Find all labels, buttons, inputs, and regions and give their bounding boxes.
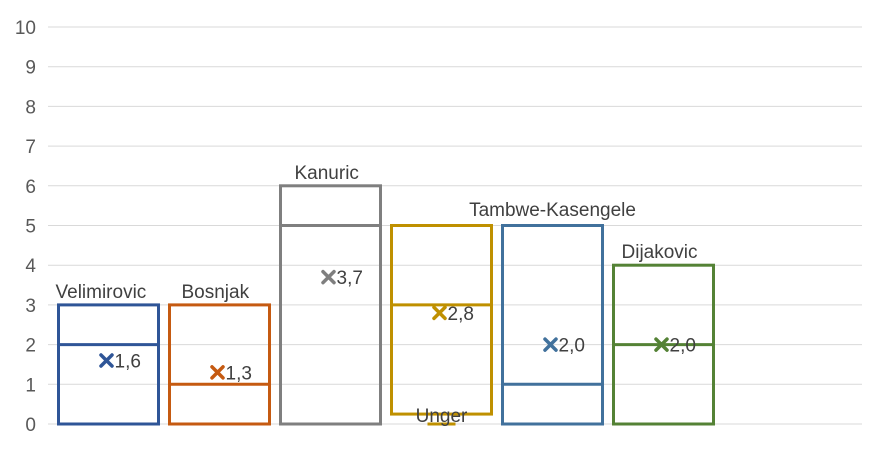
y-tick-label: 1 (25, 375, 36, 396)
category-label: Unger (416, 406, 468, 427)
box-unger: 2,8 (390, 224, 493, 426)
mean-label: 1,3 (226, 363, 252, 384)
category-label: Kanuric (295, 163, 359, 184)
mean-marker (654, 337, 669, 352)
mean-label: 2,8 (448, 304, 474, 325)
box-rect (168, 303, 271, 426)
mean-label: 2,0 (559, 336, 585, 357)
y-tick-label: 5 (25, 217, 36, 238)
mean-label: 1,6 (115, 351, 141, 372)
y-tick-label: 3 (25, 296, 36, 317)
mean-marker (543, 337, 558, 352)
box-rect (501, 224, 604, 426)
y-tick-label: 7 (25, 137, 36, 158)
y-tick-label: 9 (25, 58, 36, 79)
box-series: 1,6 1,3 3,7 2,8 2,0 2,0 (57, 184, 715, 426)
category-label: Bosnjak (182, 282, 250, 303)
mean-label: 2,0 (670, 336, 696, 357)
box-rect (279, 184, 382, 426)
y-tick-label: 6 (25, 177, 36, 198)
box-rect (390, 224, 493, 416)
mean-marker (321, 269, 336, 285)
box-velimirovic: 1,6 (57, 303, 160, 426)
category-label: Velimirovic (56, 282, 147, 303)
mean-marker (210, 365, 225, 380)
category-label: Dijakovic (622, 242, 698, 263)
y-tick-label: 4 (25, 256, 36, 277)
box-tambwe-kasengele: 2,0 (501, 224, 604, 426)
box-rect (57, 303, 160, 426)
y-tick-label: 10 (15, 18, 36, 39)
box-bosnjak: 1,3 (168, 303, 271, 426)
category-label: Tambwe-Kasengele (469, 200, 636, 221)
box-kanuric: 3,7 (279, 184, 382, 426)
box-dijakovic: 2,0 (612, 263, 715, 426)
category-labels: Velimirovic Bosnjak Kanuric Unger Tambwe-Kas… (56, 163, 698, 427)
mean-marker (99, 353, 114, 368)
y-axis: 0 1 2 3 4 5 6 7 8 9 10 (15, 18, 37, 436)
y-tick-label: 8 (25, 97, 36, 118)
mean-label: 3,7 (337, 268, 363, 289)
y-tick-label: 0 (25, 415, 36, 436)
y-tick-label: 2 (25, 336, 36, 357)
mean-marker (432, 305, 447, 321)
